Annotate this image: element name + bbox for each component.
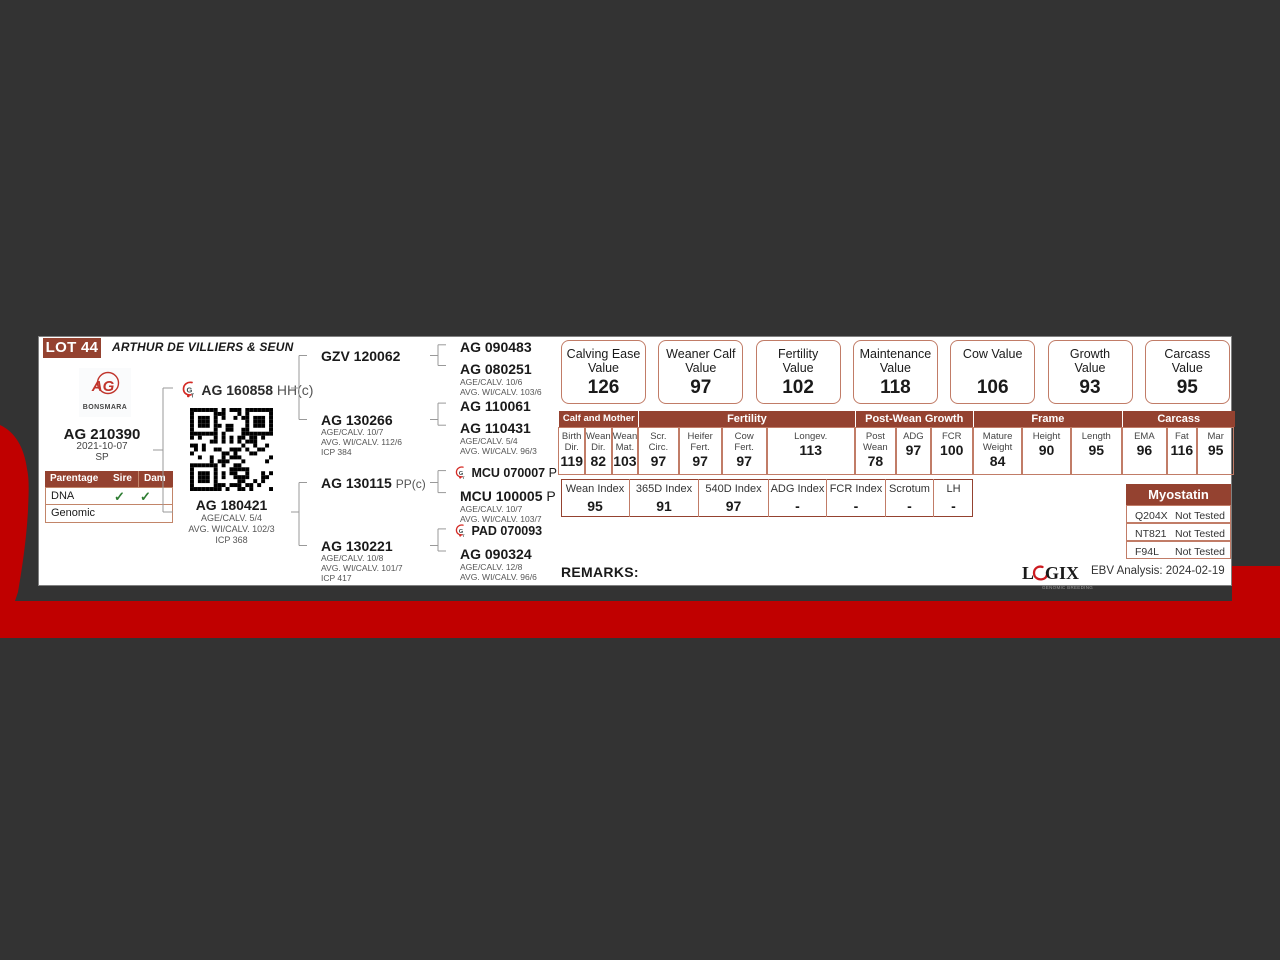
svg-text:T: T (462, 532, 465, 537)
svg-text:L: L (1022, 563, 1034, 583)
svg-text:AG: AG (91, 378, 115, 395)
svg-text:T: T (191, 394, 194, 400)
svg-text:GIX: GIX (1045, 563, 1079, 583)
svg-text:T: T (462, 474, 465, 479)
